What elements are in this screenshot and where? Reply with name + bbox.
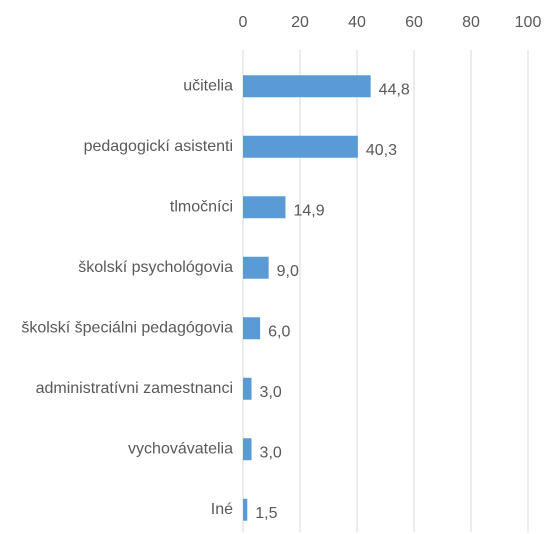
bar: [243, 196, 286, 219]
y-tick-label: školskí špeciálni pedagógovia: [21, 319, 233, 336]
bar: [243, 317, 261, 340]
y-tick-label: pedagogickí asistenti: [84, 138, 233, 155]
bar: [243, 256, 269, 279]
y-tick-label: školskí psychológovia: [78, 259, 233, 276]
x-tick-label: 20: [291, 14, 309, 31]
x-tick-label: 0: [239, 14, 248, 31]
data-label: 3,0: [260, 444, 282, 461]
data-label: 1,5: [255, 505, 277, 522]
bar: [243, 135, 358, 158]
data-label: 14,9: [293, 202, 324, 219]
x-tick-label: 60: [405, 14, 423, 31]
x-tick-label: 100: [515, 14, 542, 31]
y-tick-label: učitelia: [183, 77, 233, 94]
y-tick-label: Iné: [211, 501, 233, 518]
y-tick-label: tlmočníci: [170, 198, 233, 215]
data-label: 9,0: [277, 263, 299, 280]
data-label: 44,8: [379, 81, 410, 98]
bar: [243, 498, 248, 521]
data-label: 40,3: [366, 142, 397, 159]
x-tick-label: 80: [462, 14, 480, 31]
bar: [243, 438, 252, 461]
data-label: 6,0: [268, 323, 290, 340]
x-tick-label: 40: [348, 14, 366, 31]
bar: [243, 377, 252, 400]
data-label: 3,0: [260, 384, 282, 401]
y-tick-label: vychovávatelia: [128, 440, 233, 457]
y-tick-label: administratívni zamestnanci: [36, 380, 233, 397]
bar: [243, 75, 371, 98]
